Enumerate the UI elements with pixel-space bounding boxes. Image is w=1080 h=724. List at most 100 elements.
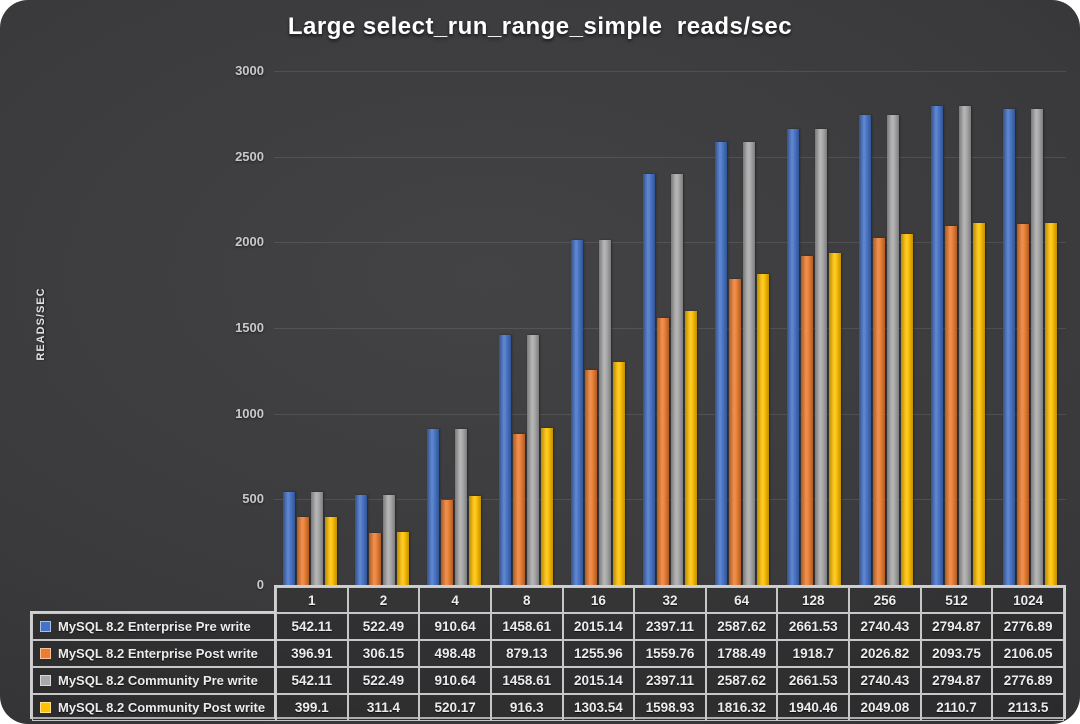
legend-table: MySQL 8.2 Enterprise Pre write MySQL 8.2 … <box>30 611 276 721</box>
data-table: 1 2 4 8 16 32 64 128 256 512 1024 542.11 522.49 910.6… <box>274 585 1066 721</box>
bar-group-512 <box>922 71 994 585</box>
value-cell: 399.1 <box>276 694 348 721</box>
bar <box>715 142 727 585</box>
bar <box>397 532 409 585</box>
value-cell: 2049.08 <box>849 694 921 721</box>
category-header-cell: 32 <box>634 587 706 613</box>
y-tick-label: 500 <box>242 491 264 507</box>
bar <box>1031 109 1043 585</box>
value-cell: 1303.54 <box>562 694 635 721</box>
legend-row: MySQL 8.2 Enterprise Post write <box>32 640 276 667</box>
bar <box>1045 223 1057 585</box>
value-cell: 498.48 <box>419 640 491 667</box>
value-cell: 2740.43 <box>849 613 921 640</box>
legend-label: MySQL 8.2 Community Pre write <box>58 673 258 688</box>
value-cell: 916.3 <box>490 694 563 721</box>
gridline <box>274 71 1066 72</box>
gridline <box>274 413 1066 415</box>
value-cell: 542.11 <box>276 613 348 640</box>
bar-group-8 <box>490 71 562 585</box>
value-cell: 2113.5 <box>992 694 1064 721</box>
y-tick-label: 2000 <box>235 234 264 250</box>
bar <box>541 428 553 585</box>
value-cell: 1255.96 <box>562 640 635 667</box>
bar <box>887 115 899 585</box>
bar <box>585 370 597 585</box>
value-cell: 2776.89 <box>992 613 1064 640</box>
bar <box>815 129 827 585</box>
value-cell: 2587.62 <box>705 667 778 694</box>
bar-group-256 <box>850 71 922 585</box>
bar <box>945 226 957 585</box>
category-header-cell: 2 <box>347 587 420 613</box>
bar <box>829 253 841 585</box>
legend-row: MySQL 8.2 Community Pre write <box>32 667 276 694</box>
value-cell: 1598.93 <box>634 694 706 721</box>
y-tick-label: 2500 <box>235 148 264 164</box>
y-tick-label: 1500 <box>235 320 264 335</box>
legend-row: MySQL 8.2 Enterprise Pre write <box>32 613 276 640</box>
value-cell: 2397.11 <box>634 613 706 640</box>
bar <box>441 500 453 585</box>
category-header-cell: 1 <box>276 587 348 613</box>
bar <box>283 492 295 585</box>
value-cell: 879.13 <box>490 640 563 667</box>
value-cell: 520.17 <box>419 694 491 721</box>
bar-group-64 <box>706 71 778 585</box>
category-header-cell: 64 <box>705 587 778 613</box>
gridline <box>274 328 1066 329</box>
gridline <box>274 242 1066 244</box>
category-header-cell: 4 <box>419 587 491 613</box>
bar <box>469 496 481 585</box>
value-cell: 396.91 <box>276 640 348 667</box>
value-cell: 1816.32 <box>705 694 778 721</box>
bar <box>571 240 583 585</box>
chart-title: Large select_run_range_simple reads/sec <box>287 13 793 40</box>
bar <box>959 106 971 585</box>
bar <box>527 335 539 585</box>
bar <box>499 335 511 585</box>
value-cell: 522.49 <box>347 667 420 694</box>
bar <box>1003 109 1015 585</box>
legend-swatch-icon <box>40 675 51 686</box>
value-cell: 1918.7 <box>777 640 850 667</box>
value-cell: 2661.53 <box>777 667 850 694</box>
category-header-cell: 1024 <box>992 587 1064 613</box>
value-cell: 1458.61 <box>490 667 563 694</box>
bar <box>599 240 611 585</box>
value-cell: 1940.46 <box>777 694 850 721</box>
legend-label: MySQL 8.2 Enterprise Post write <box>58 646 258 661</box>
y-tick-label: 1000 <box>235 405 264 421</box>
value-cell: 2397.11 <box>634 667 706 694</box>
bar <box>743 142 755 585</box>
bar <box>901 234 913 585</box>
legend-swatch-icon <box>40 621 51 632</box>
bar-group-1024 <box>994 71 1066 585</box>
bar <box>325 517 337 585</box>
gridline <box>274 499 1066 501</box>
value-cell: 2587.62 <box>705 613 778 640</box>
bar-group-4 <box>418 71 490 585</box>
category-header-cell: 8 <box>490 587 563 613</box>
y-tick-label: 3000 <box>235 63 264 78</box>
bar-group-128 <box>778 71 850 585</box>
legend-swatch-icon <box>40 648 51 659</box>
value-cell: 2794.87 <box>920 667 993 694</box>
bar <box>931 106 943 585</box>
value-cell: 2661.53 <box>777 613 850 640</box>
bar <box>657 318 669 585</box>
value-cell: 910.64 <box>419 667 491 694</box>
bar-group-1 <box>274 71 346 585</box>
bar <box>613 362 625 585</box>
bar <box>383 495 395 585</box>
bar <box>873 238 885 585</box>
bar <box>787 129 799 585</box>
value-cell: 542.11 <box>276 667 348 694</box>
plot-area: 0 500 1000 1500 2000 2500 3000 <box>235 63 1066 592</box>
category-header-cell: 128 <box>777 587 850 613</box>
bar-group-32 <box>634 71 706 585</box>
legend-label: MySQL 8.2 Enterprise Pre write <box>58 619 251 634</box>
value-cell: 2794.87 <box>920 613 993 640</box>
bar-group-16 <box>562 71 634 585</box>
